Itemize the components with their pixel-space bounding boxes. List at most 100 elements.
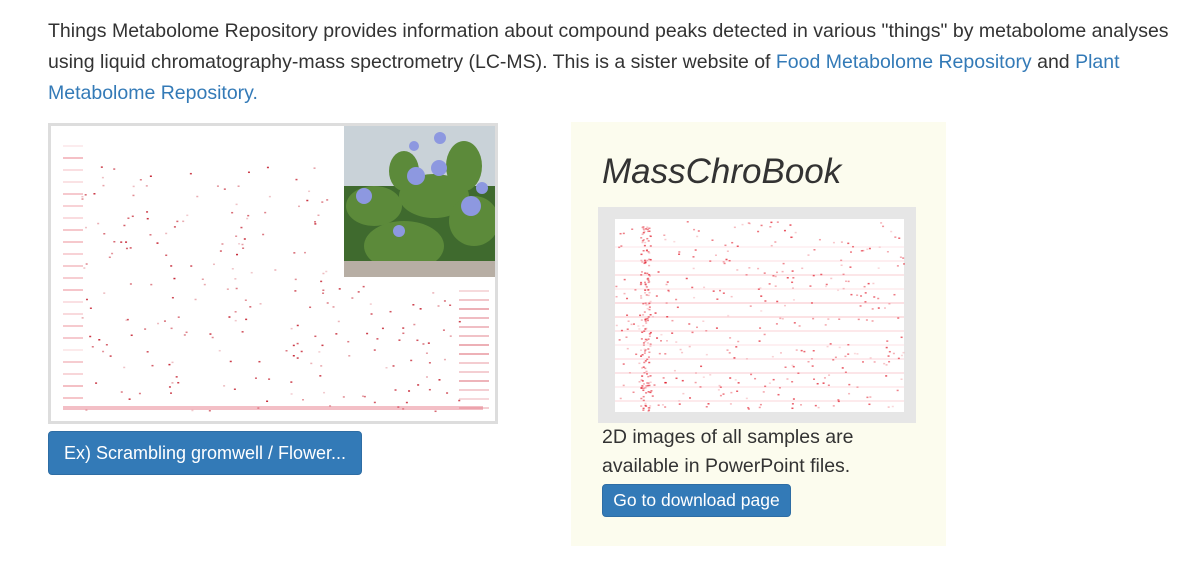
- peak-dot: [646, 228, 649, 231]
- peak-dot: [667, 289, 670, 292]
- peak-dot: [774, 285, 777, 287]
- peak-dot: [182, 220, 185, 223]
- peak-dot: [703, 286, 706, 289]
- peak-dot: [832, 359, 835, 361]
- peak-dot: [266, 400, 269, 403]
- peak-dot: [84, 194, 87, 196]
- example-peak-map-image[interactable]: [48, 123, 498, 424]
- peak-dot: [658, 352, 661, 355]
- peak-dot: [648, 227, 651, 230]
- peak-dot: [177, 316, 180, 318]
- peak-dot: [642, 387, 645, 390]
- peak-dot: [149, 234, 152, 236]
- peak-dot: [791, 287, 794, 289]
- peak-dot: [615, 324, 618, 327]
- intro-and: and: [1031, 51, 1076, 73]
- peak-dot: [170, 265, 173, 267]
- peak-dot: [705, 353, 708, 356]
- peak-dot: [643, 348, 646, 351]
- peak-dot: [810, 302, 813, 304]
- peak-dot: [626, 314, 629, 316]
- peak-dot: [405, 401, 408, 404]
- peak-dot: [615, 285, 618, 288]
- peak-dot: [438, 379, 441, 381]
- peak-dot: [643, 244, 646, 247]
- peak-dot: [91, 346, 94, 348]
- peak-dot: [268, 378, 271, 380]
- peak-dot: [900, 354, 903, 357]
- masschrobook-image[interactable]: [598, 207, 916, 423]
- peak-dot: [648, 351, 651, 354]
- peak-dot: [127, 217, 130, 219]
- peak-dot: [322, 272, 325, 275]
- peak-dot: [863, 285, 866, 288]
- peak-dot: [194, 298, 197, 301]
- peak-dot: [644, 340, 647, 343]
- peak-dot: [664, 238, 667, 241]
- peak-dot: [647, 348, 650, 350]
- example-sample-button[interactable]: Ex) Scrambling gromwell / Flower...: [48, 431, 362, 475]
- peak-dot: [173, 277, 176, 280]
- peak-dot: [647, 407, 650, 409]
- peak-dot: [626, 328, 629, 330]
- download-page-button[interactable]: Go to download page: [602, 484, 791, 517]
- peak-dot: [844, 355, 847, 358]
- peak-dot: [446, 392, 449, 394]
- peak-dot: [809, 285, 812, 287]
- peak-dot: [718, 384, 721, 387]
- peak-dot: [850, 293, 853, 296]
- peak-dot: [645, 286, 648, 288]
- peak-dot: [640, 355, 643, 357]
- peak-dot: [103, 233, 106, 235]
- peak-dot: [625, 336, 628, 338]
- peak-dot: [640, 253, 643, 256]
- food-metabolome-link[interactable]: Food Metabolome Repository: [775, 51, 1032, 73]
- peak-dot: [443, 300, 446, 302]
- peak-dot: [719, 394, 722, 397]
- peak-dot: [727, 314, 730, 317]
- peak-dot: [294, 278, 297, 281]
- peak-dot: [649, 300, 652, 303]
- peak-dot: [897, 317, 900, 319]
- peak-dot: [638, 362, 641, 365]
- peak-dot: [351, 297, 354, 299]
- peak-dot: [337, 320, 340, 323]
- peak-dot: [885, 364, 888, 366]
- peak-dot: [695, 372, 698, 374]
- peak-dot: [649, 235, 652, 238]
- peak-dot: [887, 355, 890, 357]
- peak-dot: [637, 325, 640, 327]
- peak-dot: [85, 298, 88, 301]
- peak-dot: [759, 403, 762, 406]
- peak-dot: [638, 328, 641, 330]
- peak-dot: [366, 332, 369, 335]
- peak-dot: [733, 226, 736, 229]
- peak-dot: [183, 334, 186, 336]
- peak-dot: [326, 302, 329, 304]
- peak-dot: [191, 409, 194, 412]
- peak-dot: [458, 320, 461, 323]
- peak-dot: [847, 343, 850, 346]
- peak-dot: [760, 224, 763, 227]
- peak-dot: [212, 263, 215, 266]
- plant-metabolome-link[interactable]: Plant Metabolome Repository.: [48, 51, 1120, 104]
- peak-dot: [619, 397, 622, 400]
- peak-dot: [893, 293, 896, 296]
- peak-dot: [845, 280, 848, 282]
- peak-dot: [642, 344, 645, 346]
- peak-dot: [641, 241, 644, 244]
- peak-dot: [105, 344, 108, 346]
- peak-dot: [422, 343, 425, 345]
- peak-dot: [626, 347, 629, 350]
- peak-dot: [848, 383, 851, 386]
- peak-dot: [643, 371, 646, 374]
- peak-dot: [832, 241, 835, 244]
- peak-dot: [864, 292, 867, 294]
- peak-dot: [644, 261, 647, 263]
- peak-dot: [647, 356, 650, 358]
- peak-dot: [146, 217, 149, 220]
- peak-dot: [109, 355, 112, 357]
- peak-dot: [719, 289, 722, 292]
- peak-dot: [648, 274, 651, 276]
- peak-dot: [834, 356, 837, 359]
